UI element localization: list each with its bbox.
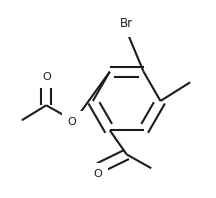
Text: O: O xyxy=(68,117,77,127)
Text: O: O xyxy=(42,72,51,82)
Text: O: O xyxy=(93,169,102,179)
Text: Br: Br xyxy=(120,17,133,30)
